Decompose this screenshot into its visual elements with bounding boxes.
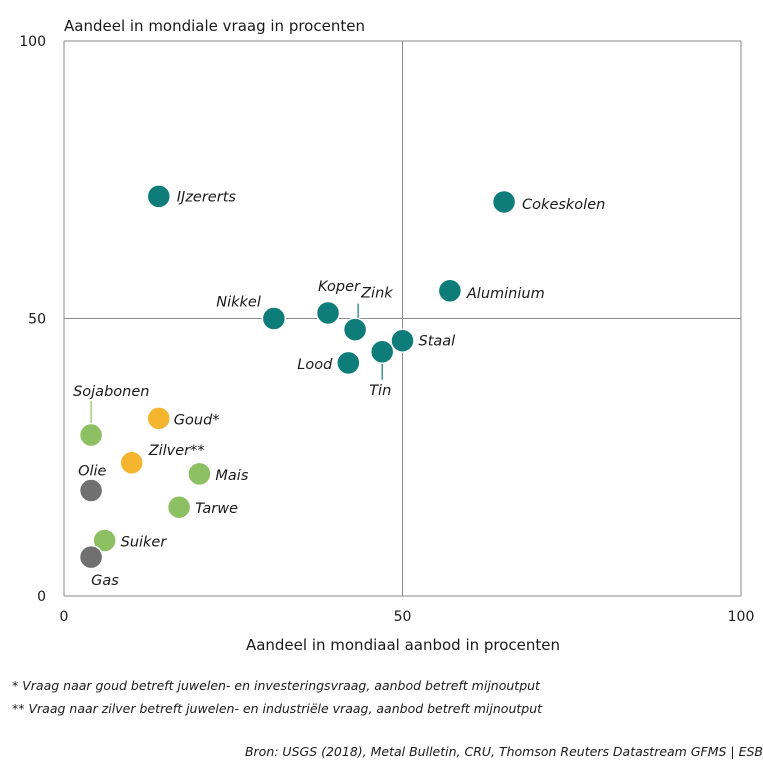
point-lood bbox=[336, 350, 361, 376]
point-staal bbox=[390, 328, 415, 353]
point-label-koper: Koper bbox=[318, 279, 361, 295]
point-ijzererts bbox=[146, 184, 172, 209]
point-label-mais: Mais bbox=[215, 468, 248, 484]
point-label-tin: Tin bbox=[369, 383, 391, 399]
point-aluminium bbox=[437, 278, 463, 303]
point-olie bbox=[78, 478, 104, 503]
x-tick-label: 50 bbox=[394, 609, 412, 625]
point-label-aluminium: Aluminium bbox=[466, 286, 545, 302]
point-suiker bbox=[92, 528, 117, 553]
point-label-staal: Staal bbox=[419, 334, 456, 350]
point-nikkel bbox=[261, 306, 287, 331]
point-label-nikkel: Nikkel bbox=[216, 295, 261, 311]
point-sojabonen bbox=[78, 422, 104, 448]
footnote-silver: ** Vraag naar zilver betreft juwelen- en… bbox=[12, 701, 543, 716]
point-koper bbox=[315, 300, 341, 326]
point-label-lood: Lood bbox=[297, 357, 333, 373]
source-note: Bron: USGS (2018), Metal Bulletin, CRU, … bbox=[244, 744, 763, 759]
footnote-gold: * Vraag naar goud betreft juwelen- en in… bbox=[12, 678, 540, 693]
x-axis-label: Aandeel in mondiaal aanbod in procenten bbox=[246, 636, 560, 654]
point-zink bbox=[342, 317, 368, 342]
point-label-tarwe: Tarwe bbox=[195, 501, 238, 517]
point-zilver bbox=[119, 450, 144, 476]
point-cokeskolen bbox=[491, 189, 517, 215]
point-label-zilver: Zilver** bbox=[148, 443, 205, 459]
point-tin bbox=[369, 339, 395, 365]
y-tick-label: 100 bbox=[19, 34, 46, 50]
y-axis-label: Aandeel in mondiale vraag in procenten bbox=[64, 17, 365, 35]
point-goud bbox=[146, 406, 172, 431]
point-label-goud: Goud* bbox=[174, 412, 220, 428]
point-label-zink: Zink bbox=[360, 286, 393, 302]
point-label-suiker: Suiker bbox=[121, 535, 168, 551]
point-tarwe bbox=[166, 494, 192, 520]
point-label-cokeskolen: Cokeskolen bbox=[522, 197, 605, 213]
point-label-gas: Gas bbox=[91, 573, 119, 589]
point-label-ijzererts: IJzererts bbox=[177, 189, 237, 205]
y-tick-label: 0 bbox=[37, 589, 46, 605]
y-tick-label: 50 bbox=[28, 312, 46, 328]
point-label-olie: Olie bbox=[78, 464, 106, 480]
point-mais bbox=[187, 461, 212, 487]
x-tick-label: 100 bbox=[728, 609, 755, 625]
point-gas bbox=[78, 544, 104, 570]
point-label-sojabonen: Sojabonen bbox=[73, 384, 149, 400]
x-tick-label: 0 bbox=[60, 609, 69, 625]
